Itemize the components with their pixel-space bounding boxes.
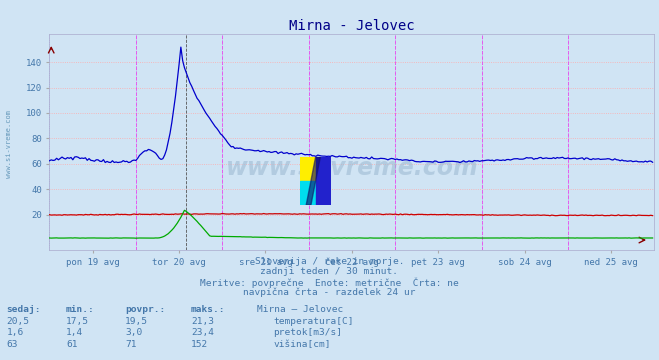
Polygon shape xyxy=(306,157,320,205)
Text: 71: 71 xyxy=(125,340,136,349)
Text: 1,4: 1,4 xyxy=(66,328,83,337)
Text: maks.:: maks.: xyxy=(191,305,225,314)
Text: 19,5: 19,5 xyxy=(125,317,148,326)
Text: min.:: min.: xyxy=(66,305,95,314)
Text: Mirna – Jelovec: Mirna – Jelovec xyxy=(257,305,343,314)
Text: 61: 61 xyxy=(66,340,77,349)
Text: 152: 152 xyxy=(191,340,208,349)
Text: 1,6: 1,6 xyxy=(7,328,24,337)
Text: 17,5: 17,5 xyxy=(66,317,89,326)
Text: sedaj:: sedaj: xyxy=(7,305,41,314)
Text: www.si-vreme.com: www.si-vreme.com xyxy=(5,110,12,178)
Text: navpična črta - razdelek 24 ur: navpična črta - razdelek 24 ur xyxy=(243,288,416,297)
Title: Mirna - Jelovec: Mirna - Jelovec xyxy=(289,19,415,33)
Text: www.si-vreme.com: www.si-vreme.com xyxy=(225,156,478,180)
Text: Meritve: povprečne  Enote: metrične  Črta: ne: Meritve: povprečne Enote: metrične Črta:… xyxy=(200,278,459,288)
Polygon shape xyxy=(300,157,316,181)
Polygon shape xyxy=(316,157,331,205)
Text: zadnji teden / 30 minut.: zadnji teden / 30 minut. xyxy=(260,267,399,276)
Text: povpr.:: povpr.: xyxy=(125,305,165,314)
Text: 23,4: 23,4 xyxy=(191,328,214,337)
Text: pretok[m3/s]: pretok[m3/s] xyxy=(273,328,343,337)
Text: 21,3: 21,3 xyxy=(191,317,214,326)
Text: višina[cm]: višina[cm] xyxy=(273,340,331,349)
Text: 20,5: 20,5 xyxy=(7,317,30,326)
Text: 63: 63 xyxy=(7,340,18,349)
Text: temperatura[C]: temperatura[C] xyxy=(273,317,354,326)
Polygon shape xyxy=(300,181,316,205)
Text: Slovenija / reke in morje.: Slovenija / reke in morje. xyxy=(255,257,404,266)
Text: 3,0: 3,0 xyxy=(125,328,142,337)
